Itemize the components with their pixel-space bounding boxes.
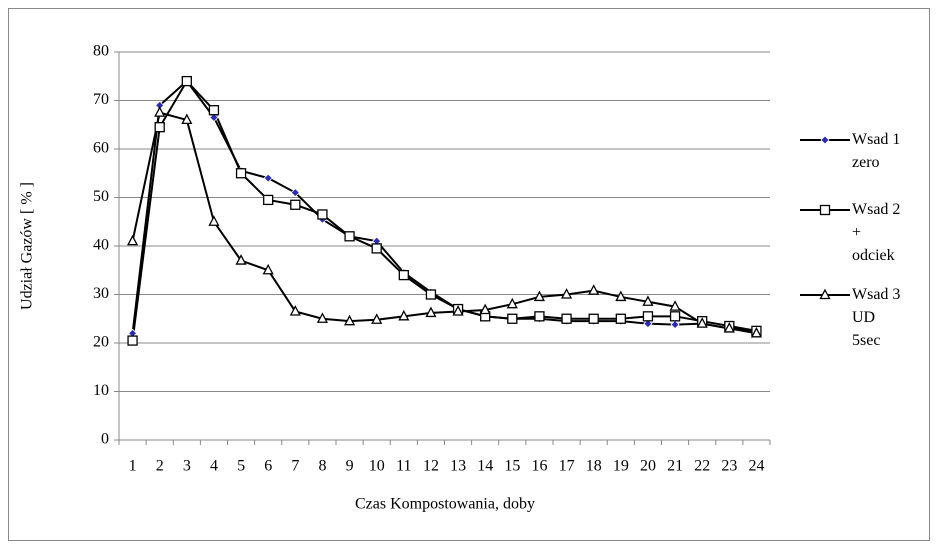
marker (534, 311, 545, 322)
marker (344, 231, 355, 242)
marker (290, 188, 300, 198)
x-tick-label: 19 (613, 458, 629, 475)
marker (588, 284, 600, 295)
x-tick-label: 18 (586, 458, 602, 475)
marker (263, 173, 273, 183)
x-tick-label: 4 (210, 458, 218, 475)
marker (425, 306, 437, 318)
marker (452, 305, 464, 316)
y-axis-title: Udział Gazów [ % ] (19, 182, 36, 310)
x-tick-label: 15 (504, 458, 520, 475)
y-tick-label: 0 (101, 431, 109, 448)
marker (181, 113, 193, 125)
marker (235, 168, 247, 179)
y-tick-label: 50 (93, 188, 109, 205)
marker (643, 319, 653, 329)
marker (507, 313, 518, 324)
y-tick-label: 70 (93, 91, 109, 108)
marker (316, 312, 329, 323)
marker (533, 290, 546, 302)
x-tick-label: 2 (156, 458, 164, 475)
marker (154, 106, 166, 117)
y-tick-label: 30 (93, 285, 109, 302)
marker (398, 309, 410, 321)
marker (819, 204, 831, 216)
marker (819, 288, 831, 300)
legend-label: Wsad 3 UD 5sec (852, 286, 901, 349)
marker (561, 313, 572, 324)
marker (588, 313, 599, 324)
marker (696, 317, 708, 328)
marker (642, 311, 654, 322)
marker (506, 297, 518, 309)
marker (208, 215, 220, 226)
x-tick-label: 16 (531, 458, 547, 475)
marker (615, 313, 626, 324)
x-tick-label: 22 (694, 458, 710, 475)
x-axis-title: Czas Kompostowania, doby (355, 496, 535, 513)
marker (208, 105, 220, 116)
marker (262, 263, 274, 275)
x-tick-label: 11 (396, 458, 411, 475)
x-tick-label: 9 (346, 458, 354, 475)
marker (642, 295, 654, 306)
y-tick-label: 40 (93, 237, 109, 254)
x-tick-label: 24 (748, 458, 764, 475)
marker (235, 254, 247, 265)
legend-label: Wsad 1 zero (852, 131, 901, 171)
marker (263, 194, 274, 206)
x-tick-label: 1 (129, 458, 137, 475)
y-tick-label: 20 (93, 334, 109, 351)
x-tick-label: 13 (450, 458, 466, 475)
marker (398, 269, 409, 281)
chart-frame (8, 8, 930, 541)
x-tick-label: 6 (264, 458, 272, 475)
marker (669, 311, 681, 322)
series-line (131, 111, 757, 335)
y-tick-label: 80 (93, 43, 109, 60)
x-tick-label: 8 (318, 458, 326, 475)
x-tick-label: 12 (423, 458, 439, 475)
y-tick-label: 10 (93, 382, 109, 399)
marker (209, 112, 219, 123)
x-tick-label: 5 (237, 458, 245, 475)
marker (479, 303, 491, 315)
marker (371, 313, 383, 324)
x-tick-label: 7 (291, 458, 299, 475)
y-tick-label: 60 (93, 140, 109, 157)
x-tick-label: 14 (477, 458, 493, 475)
x-tick-label: 3 (183, 458, 191, 475)
marker (820, 135, 830, 145)
marker (317, 209, 328, 220)
marker (126, 234, 139, 246)
x-tick-label: 17 (559, 458, 575, 475)
x-tick-label: 10 (369, 458, 385, 475)
x-tick-label: 20 (640, 458, 656, 475)
x-tick-label: 21 (667, 458, 683, 475)
marker (615, 290, 627, 302)
marker (154, 122, 165, 133)
marker (560, 288, 573, 299)
marker (343, 314, 356, 326)
marker (371, 243, 382, 254)
marker (127, 335, 138, 346)
marker (289, 305, 301, 316)
marker (290, 199, 301, 210)
marker (425, 289, 437, 300)
x-tick-label: 23 (721, 458, 737, 475)
marker (181, 75, 192, 87)
marker (723, 322, 735, 333)
marker (670, 320, 680, 330)
legend-label: Wsad 2 + odciek (852, 201, 901, 264)
marker (669, 300, 681, 311)
marker (750, 326, 763, 338)
